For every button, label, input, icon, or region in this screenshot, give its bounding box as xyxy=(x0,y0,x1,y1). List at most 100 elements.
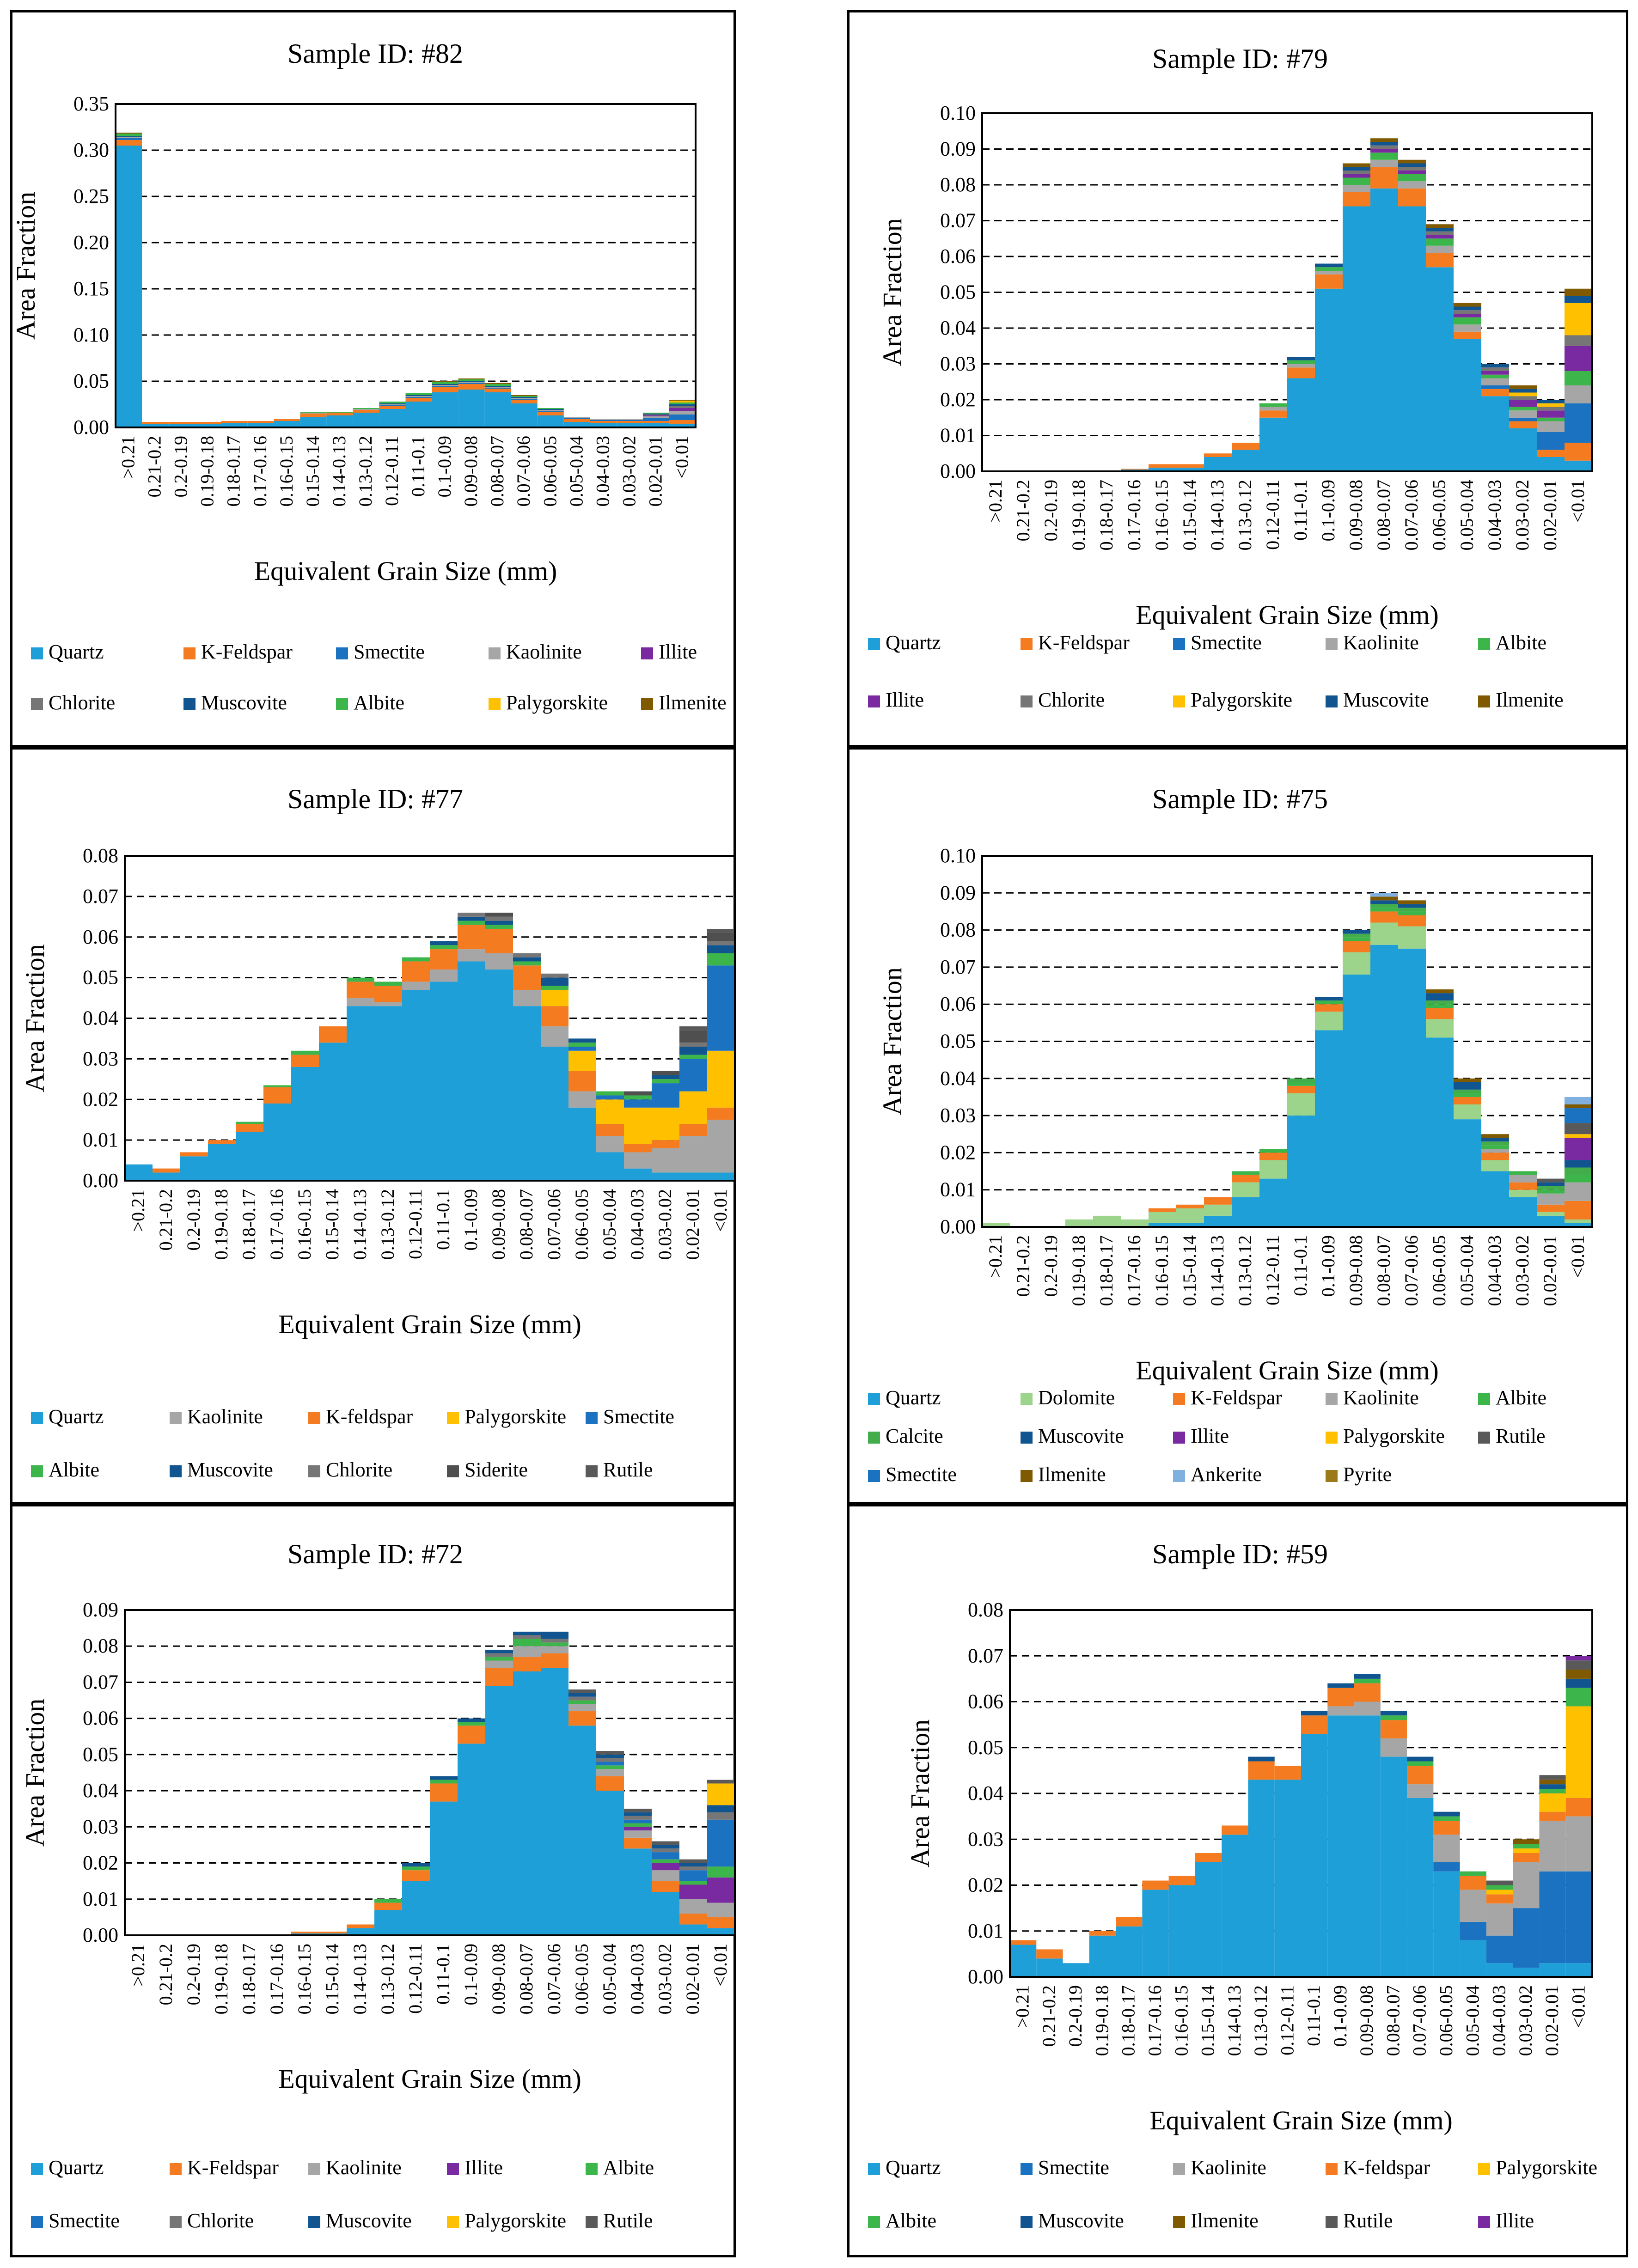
x-tick-label: 0.15-0.14 xyxy=(302,436,323,506)
y-tick-label: 0.00 xyxy=(968,1965,1003,1988)
bar-segment xyxy=(485,1660,513,1668)
bar-segment xyxy=(513,957,541,962)
bar-segment xyxy=(432,387,458,392)
bar-segment xyxy=(1176,1208,1204,1223)
x-tick-label: 0.2-0.19 xyxy=(183,1944,204,2005)
legend-label: Albite xyxy=(1496,631,1546,654)
y-tick-label: 0.07 xyxy=(940,209,976,232)
bar-segment xyxy=(458,383,485,384)
legend-swatch xyxy=(1173,695,1185,707)
x-tick-label: 0.12-0.11 xyxy=(405,1189,426,1259)
y-tick-label: 0.06 xyxy=(83,1707,118,1730)
x-tick-label: 0.03-0.02 xyxy=(618,436,639,506)
bar-segment xyxy=(485,913,513,917)
x-tick-label: >0.21 xyxy=(985,1235,1006,1278)
x-tick-label: 0.19-0.18 xyxy=(1068,1235,1089,1306)
bar-segment xyxy=(484,386,511,387)
bar-segment xyxy=(353,413,379,427)
bar-segment xyxy=(263,1104,291,1181)
legend-label: Chlorite xyxy=(187,2209,254,2232)
legend-swatch xyxy=(868,1470,880,1482)
x-tick-label: 0.07-0.06 xyxy=(1401,1235,1422,1306)
bar-segment xyxy=(679,1870,707,1881)
x-tick-label: 0.17-0.16 xyxy=(1144,1985,1165,2056)
bar-segment xyxy=(624,1812,652,1816)
x-tick-label: <0.01 xyxy=(710,1189,731,1232)
bar-segment xyxy=(291,1932,319,1934)
y-tick-label: 0.05 xyxy=(83,966,118,989)
bar-segment xyxy=(707,1928,735,1935)
bar-segment xyxy=(1539,1775,1566,1780)
y-tick-label: 0.06 xyxy=(83,926,118,948)
bar-segment xyxy=(1509,389,1537,393)
bar-segment xyxy=(1509,417,1537,421)
y-tick-label: 0.01 xyxy=(940,424,976,447)
legend-label: K-feldspar xyxy=(326,1405,413,1428)
bar-segment xyxy=(1481,1141,1509,1146)
bar-segment xyxy=(1370,159,1398,167)
bar-segment xyxy=(1426,1037,1454,1227)
bar-segment xyxy=(1370,138,1398,142)
legend-swatch xyxy=(31,2163,43,2175)
bar-segment xyxy=(484,387,511,388)
bar-segment xyxy=(1380,1738,1407,1757)
legend-label: Smectite xyxy=(49,2209,120,2232)
legend-label: Pyrite xyxy=(1343,1463,1392,1486)
legend-swatch xyxy=(1326,1432,1338,1444)
bar-segment xyxy=(1287,378,1315,471)
bar-segment xyxy=(1433,1821,1460,1835)
y-tick-label: 0.10 xyxy=(73,323,109,346)
plot-frame xyxy=(981,112,1593,472)
bar-segment xyxy=(347,1928,374,1935)
bar-segment xyxy=(596,1099,624,1124)
y-tick-label: 0.07 xyxy=(940,956,976,978)
x-tick-label: 0.02-0.01 xyxy=(645,436,666,506)
x-tick-label: 0.17-0.16 xyxy=(266,1944,287,2014)
bar-segment xyxy=(1537,1193,1565,1205)
bar-segment xyxy=(1343,171,1370,174)
bar-segment xyxy=(513,965,541,990)
bar-segment xyxy=(1315,1012,1343,1030)
bar-segment xyxy=(1116,1917,1143,1927)
bar-segment xyxy=(513,1646,541,1657)
bar-segment xyxy=(402,989,430,1181)
bar-segment xyxy=(596,1776,624,1791)
bar-segment xyxy=(1301,1715,1328,1734)
bar-segment xyxy=(432,384,458,385)
bar-segment xyxy=(1537,400,1565,403)
bar-segment xyxy=(236,1123,263,1132)
x-tick-label: 0.1-0.09 xyxy=(1318,480,1339,541)
bar-segment xyxy=(1195,1862,1222,1977)
bar-segment xyxy=(652,1140,679,1148)
legend-swatch xyxy=(447,1465,459,1477)
bar-segment xyxy=(116,138,142,140)
bar-segment xyxy=(1454,1119,1481,1227)
bar-segment xyxy=(707,1107,735,1120)
bar-segment xyxy=(1176,464,1204,468)
y-tick-label: 0.03 xyxy=(83,1047,118,1070)
bar-segment xyxy=(679,1026,707,1030)
bar-segment xyxy=(484,388,511,389)
bar-segment xyxy=(1565,346,1592,371)
legend-swatch xyxy=(586,1412,598,1424)
x-tick-label: 0.02-0.01 xyxy=(1541,1985,1562,2056)
bar-segment xyxy=(624,1091,652,1096)
bar-segment xyxy=(1565,1201,1592,1219)
legend-swatch xyxy=(641,647,653,659)
bar-segment xyxy=(326,413,353,415)
bar-segment xyxy=(402,957,430,962)
bar-segment xyxy=(353,409,379,410)
bar-segment xyxy=(1343,174,1370,178)
bar-segment xyxy=(1327,1688,1354,1707)
legend-swatch xyxy=(489,698,501,710)
bar-segment xyxy=(568,1107,596,1181)
legend-swatch xyxy=(447,2163,459,2175)
bar-segment xyxy=(458,913,485,917)
bar-segment xyxy=(1565,443,1592,461)
x-tick-label: 0.08-0.07 xyxy=(516,1189,537,1260)
x-axis-label: Equivalent Grain Size (mm) xyxy=(1149,2105,1453,2135)
bar-segment xyxy=(430,982,458,1181)
bar-segment xyxy=(1426,267,1454,471)
legend-label: Chlorite xyxy=(1038,689,1105,711)
bar-segment xyxy=(679,1055,707,1059)
